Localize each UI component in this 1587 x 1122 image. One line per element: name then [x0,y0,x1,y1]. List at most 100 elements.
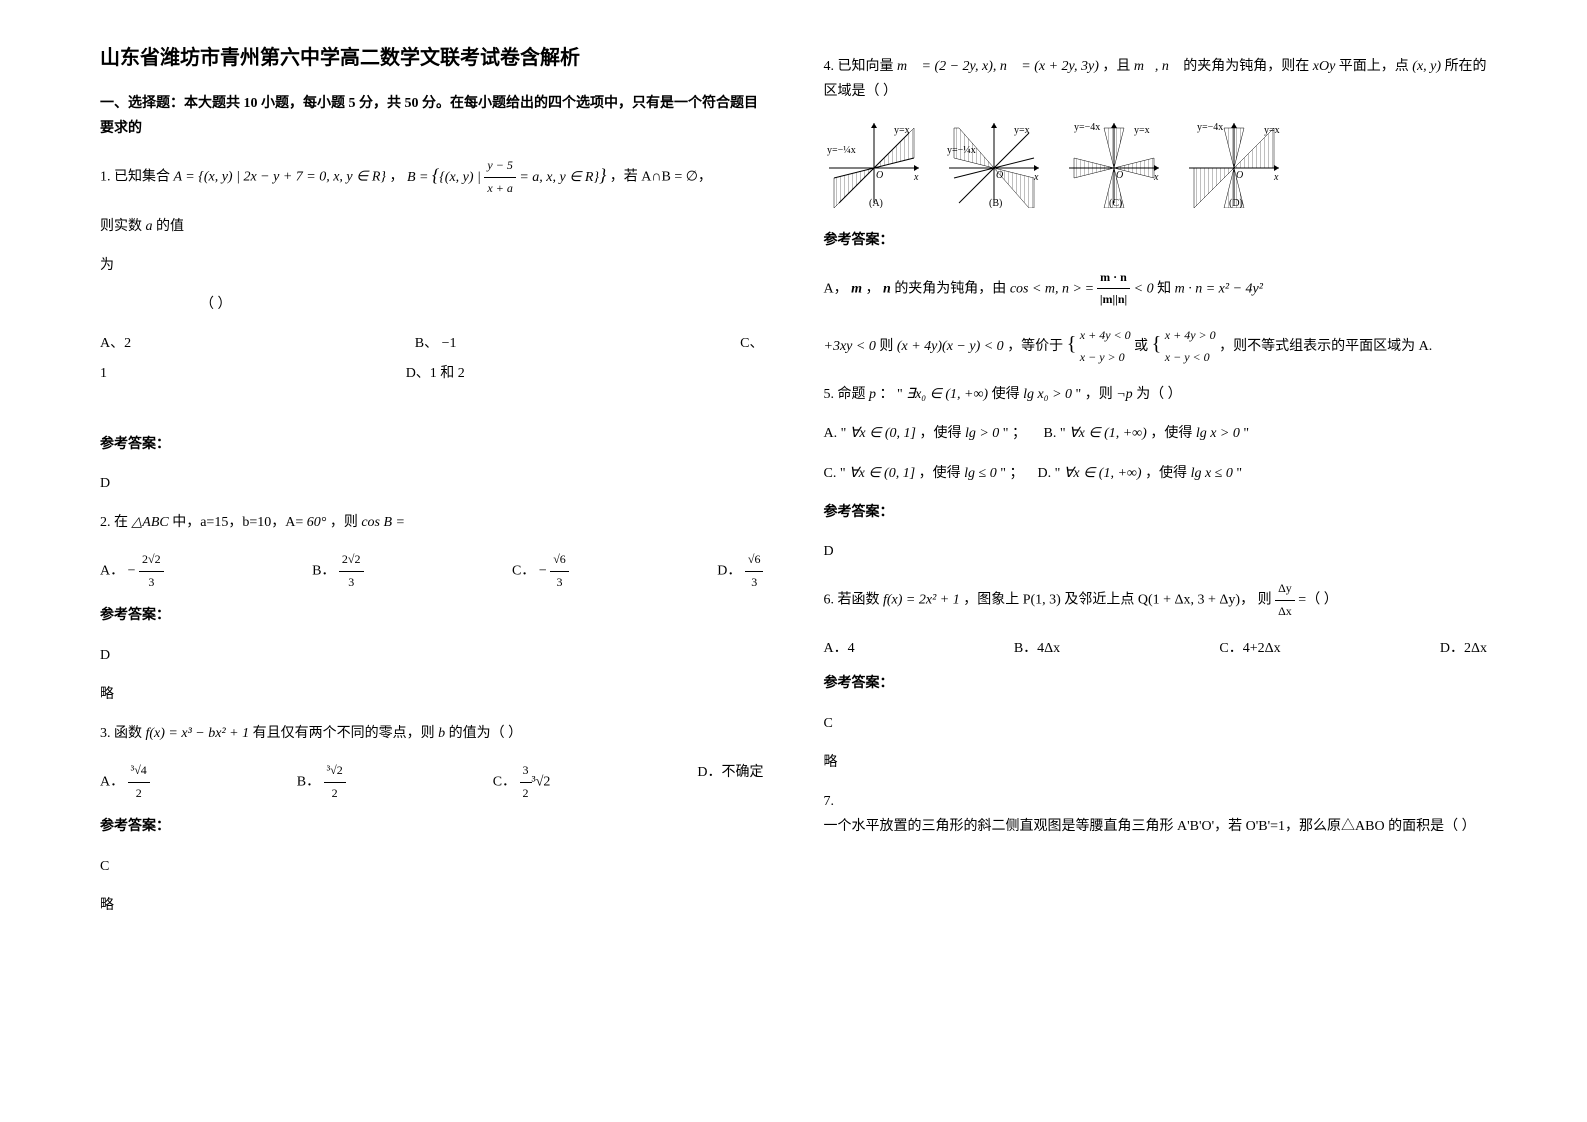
q4-sys1a: x + 4y < 0 [1080,325,1131,347]
q2-a-sign: − [128,564,136,579]
q4-exp2: 知 [1157,281,1171,296]
q3-c-den: 2 [520,783,532,805]
q5-b-lg: lg x > 0 [1196,426,1240,441]
q2-a-label: A． [100,564,124,579]
q5-b-end: " [1243,426,1249,441]
q3-c-label: C． [493,775,516,790]
q5-lg: lg x₀ > 0 [1023,387,1072,402]
q2-b-den: 3 [339,572,364,594]
q6-brief: 略 [824,750,1488,775]
q3-number: 3. [100,726,111,741]
q5-qopen: " [897,387,903,402]
q1-b-prefix: B = [407,170,432,185]
q5-c-forall: ∀x ∈ (0, 1] [849,466,915,481]
q1-row2: 1 D、1 和 2 [100,361,764,386]
q3-a-num: ³√4 [128,760,150,783]
q3-formula: f(x) = x³ − bx² + 1 [146,726,250,741]
q3-var-b: b [438,726,445,741]
q2-number: 2. [100,515,111,530]
q2-cos: cos B = [361,515,405,530]
q6-stem: 6. 若函数 f(x) = 2x² + 1 ，图象上 P(1, 3) 及邻近上点… [824,578,1488,622]
q3-answer: C [100,854,764,879]
q2-c-label: C． [512,564,535,579]
question-2: 2. 在 △ABC 中，a=15，b=10，A= 60° ，则 cos B = … [100,510,764,593]
question-5: 5. 命题 p ： " ∃x₀ ∈ (1, +∞) 使得 lg x₀ > 0 "… [824,382,1488,486]
q5-row1: A. " ∀x ∈ (0, 1] ，使得 lg > 0 " ； B. " ∀x … [824,421,1488,446]
q3-c-coef: 3 [520,760,532,783]
q6-formula: f(x) = 2x² + 1 [883,592,960,607]
q4-suffix: 的夹角为钝角，则在 [1183,59,1309,74]
question-4: 4. 已知向量 m⃗ = (2 − 2y, x), n⃗ = (x + 2y, … [824,54,1488,368]
q6-eqparen: =（ ） [1298,592,1337,607]
q2-prefix: 在 [114,515,128,530]
q5-a-text: ，使得 [919,426,961,441]
q2-b-label: B． [312,564,335,579]
q5-c-end: " [1000,466,1006,481]
q4-cos-formula: cos < m, n > [1010,281,1082,296]
q4-exp-end: ，则不等式组表示的平面区域为 A. [1219,339,1432,354]
graph-a-svg: y=−¼x y=x O x (A) [824,118,924,208]
svg-text:y=x: y=x [894,125,910,136]
q3-opt-a: A． ³√42 [100,760,150,804]
q2-answer-label: 参考答案： [100,603,764,628]
q3-brief: 略 [100,893,764,918]
q5-a-forall: ∀x ∈ (0, 1] [850,426,916,441]
q6-answer-label: 参考答案： [824,671,1488,696]
q6-prefix: 若函数 [838,592,880,607]
q4-graphs: y=−¼x y=x O x (A) [824,118,1488,217]
q2-c-sign: − [539,564,547,579]
q3-opt-c: C． 32³√2 [493,760,551,804]
q5-b-q: " [1060,426,1066,441]
q4-sys1b: x − y > 0 [1080,347,1131,369]
q5-d-text: ，使得 [1145,466,1187,481]
q4-xoy: xOy [1313,59,1336,74]
q2-triangle: △ABC [132,515,169,530]
q1-answer-label: 参考答案： [100,432,764,457]
left-column: 山东省潍坊市青州第六中学高二数学文联考试卷含解析 一、选择题：本大题共 10 小… [100,40,764,923]
q4-eq: = [1085,281,1093,296]
q2-brief: 略 [100,682,764,707]
q4-n-bold: n [883,281,891,296]
q5-d-end: " [1236,466,1242,481]
q1-b-num: y − 5 [484,155,515,178]
q1-opt-c: C、 [740,331,763,356]
q2-answer: D [100,643,764,668]
q2-opt-b: B． 2√23 [312,549,363,593]
q1-b-open: {(x, y) | [439,170,484,185]
q4-or: 或 [1134,339,1148,354]
svg-text:(A): (A) [869,198,883,208]
q5-answer: D [824,539,1488,564]
svg-text:O: O [1236,170,1243,181]
svg-text:y=x: y=x [1134,125,1150,136]
q5-p: p [869,387,876,402]
svg-text:O: O [876,170,883,181]
q1-opt-d: D、1 和 2 [406,361,465,386]
q5-negp: ¬p [1116,387,1132,402]
q5-prefix: 命题 [838,387,866,402]
q6-options: A．4 B．4Δx C．4+2Δx D．2Δx [824,636,1488,661]
q1-row1: A、2 B、 −1 C、 [100,331,764,356]
q5-a-end: " [1003,426,1009,441]
q3-suffix: 有且仅有两个不同的零点，则 [253,726,435,741]
q5-colon: ： [880,387,894,402]
q2-suffix: ，则 [330,515,358,530]
q4-prefix: 已知向量 [838,59,894,74]
q6-opt-d: D．2Δx [1440,636,1487,661]
q5-number: 5. [824,387,835,402]
q3-prefix: 函数 [114,726,142,741]
q7-number: 7. [824,794,835,809]
q2-b-num: 2√2 [339,549,364,572]
q3-opt-d: D．不确定 [697,760,763,804]
q4-exp2a: +3xy < 0 [824,339,876,354]
q2-a-num: 2√2 [139,549,164,572]
q3-opt-b: B． ³√22 [297,760,346,804]
q4-mn-eq: m · n = x² − 4y² [1175,281,1263,296]
q6-opt-a: A．4 [824,636,855,661]
q4-m-bold: m [851,281,862,296]
q2-d-den: 3 [745,572,764,594]
q3-c-num: ³√2 [532,775,551,790]
q5-d-lg: lg x ≤ 0 [1191,466,1233,481]
q4-ans-prefix: A， [824,281,848,296]
q4-number: 4. [824,59,835,74]
q2-opt-c: C． − √63 [512,549,569,593]
